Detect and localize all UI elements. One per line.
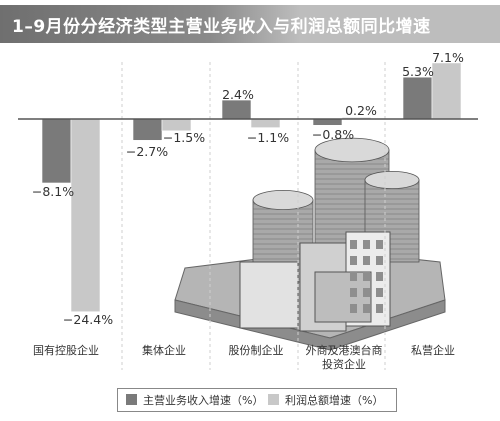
building-window [376, 256, 383, 265]
building-window [363, 272, 370, 281]
category-label-0: 国有控股企业 [33, 343, 99, 357]
data-label-profit-1: −1.5% [163, 130, 205, 145]
data-label-revenue-1: −2.7% [126, 144, 168, 159]
bar-revenue-2 [221, 99, 252, 120]
building-window [376, 288, 383, 297]
building-window [363, 240, 370, 249]
building-window [350, 272, 357, 281]
building-window [350, 304, 357, 313]
building-window [363, 256, 370, 265]
bar-revenue-4 [402, 76, 433, 120]
bar-revenue-3 [312, 118, 343, 126]
bar-profit-2 [250, 118, 281, 128]
title-bar-accent [0, 5, 300, 43]
bar-profit-0 [70, 118, 101, 313]
data-label-revenue-0: −8.1% [32, 184, 74, 199]
building-window [350, 240, 357, 249]
building-window [363, 288, 370, 297]
data-label-revenue-4: 5.3% [402, 64, 434, 79]
building-window [376, 240, 383, 249]
building-window [350, 256, 357, 265]
data-label-profit-3: 0.2% [345, 103, 377, 118]
data-label-revenue-2: 2.4% [222, 87, 254, 102]
chart-title: 1–9月份分经济类型主营业务收入与利润总额同比增速 [12, 17, 431, 37]
coin-stack-right-top [364, 170, 420, 190]
legend: 主营业务收入增速（%） 利润总额增速（%） [117, 388, 397, 412]
coin-stack-center-top [314, 137, 390, 163]
legend-label-revenue: 主营业务收入增速（%） [143, 394, 264, 407]
building-left [239, 261, 299, 329]
data-label-profit-2: −1.1% [247, 130, 289, 145]
category-label-1: 集体企业 [142, 343, 186, 357]
building-window [350, 288, 357, 297]
category-label-4: 私营企业 [411, 343, 455, 357]
bar-profit-4 [431, 62, 462, 120]
building-window [363, 304, 370, 313]
illustration-platform-edge [174, 299, 446, 351]
legend-swatch-profit [268, 394, 279, 405]
category-label-3: 外商及港澳台商 [306, 343, 383, 357]
legend-item-revenue: 主营业务收入增速（%） [126, 392, 263, 408]
legend-label-profit: 利润总额增速（%） [285, 394, 384, 407]
data-label-profit-4: 7.1% [432, 50, 464, 65]
bar-revenue-1 [132, 118, 163, 141]
building-window [376, 272, 383, 281]
category-label-2: 股份制企业 [229, 343, 284, 357]
category-label-3: 投资企业 [322, 357, 366, 371]
building-front [314, 271, 372, 323]
legend-item-profit: 利润总额增速（%） [268, 392, 383, 408]
coin-stack-left-top [252, 189, 314, 210]
data-label-revenue-3: −0.8% [312, 127, 354, 142]
bar-revenue-0 [41, 118, 72, 184]
building-window [376, 304, 383, 313]
legend-swatch-revenue [126, 394, 137, 405]
data-label-profit-0: −24.4% [63, 312, 113, 327]
title-bar: 1–9月份分经济类型主营业务收入与利润总额同比增速 [0, 5, 500, 43]
